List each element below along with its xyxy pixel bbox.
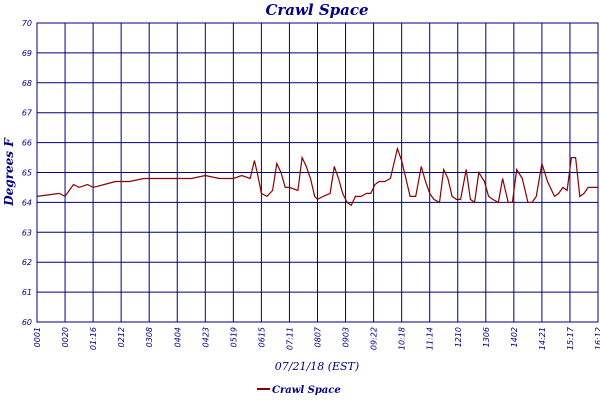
- y-tick-label: 63: [22, 228, 32, 237]
- x-tick-label: 15:17: [566, 326, 575, 350]
- x-tick-label: 07:11: [285, 327, 294, 350]
- series-line-crawl-space: [36, 146, 598, 207]
- x-tick-label: 11:14: [426, 327, 435, 350]
- chart-title: Crawl Space: [265, 1, 368, 19]
- x-tick-label: 0020: [61, 327, 70, 347]
- y-tick-label: 65: [22, 169, 32, 178]
- x-tick-label: 0308: [145, 327, 154, 347]
- x-tick-label: 1306: [482, 327, 491, 347]
- x-tick-label: 14:21: [538, 327, 547, 350]
- x-tick-label: 09:22: [370, 327, 379, 350]
- x-axis-label: 07/21/18 (EST): [275, 360, 359, 373]
- x-axis-ticks: 0001 0020 01:16 0212 0308 0404 0423 0519 0615 07:…: [33, 326, 600, 350]
- x-tick-label: 0212: [117, 327, 126, 347]
- y-tick-label: 60: [22, 318, 32, 327]
- x-tick-label: 0615: [257, 327, 266, 347]
- x-tick-label: 0001: [33, 327, 42, 347]
- y-tick-label: 69: [22, 49, 32, 58]
- y-tick-label: 67: [22, 109, 33, 118]
- x-tick-label: 0404: [173, 327, 182, 347]
- y-tick-label: 64: [22, 198, 32, 207]
- x-tick-label: 10:18: [398, 327, 407, 350]
- legend: Crawl Space: [257, 385, 341, 396]
- x-tick-label: 1402: [510, 327, 519, 347]
- y-tick-label: 68: [22, 79, 32, 88]
- legend-label: Crawl Space: [272, 385, 341, 396]
- x-tick-label: 1210: [454, 327, 463, 347]
- x-tick-label: 0519: [229, 327, 238, 347]
- x-tick-label: 01:16: [89, 327, 98, 350]
- x-tick-label: 0903: [342, 327, 351, 347]
- x-tick-label: 16:12: [594, 327, 600, 350]
- y-tick-label: 66: [22, 139, 32, 148]
- y-axis-label: Degrees F: [2, 137, 16, 207]
- x-tick-label: 0807: [314, 326, 323, 347]
- grid-lines: [37, 23, 598, 322]
- y-axis-ticks: 60 61 62 63 64 65 66 67 68 69 70: [22, 19, 33, 327]
- y-tick-label: 62: [22, 258, 32, 267]
- y-tick-label: 70: [22, 19, 32, 28]
- y-tick-label: 61: [22, 288, 32, 297]
- x-tick-label: 0423: [201, 327, 210, 347]
